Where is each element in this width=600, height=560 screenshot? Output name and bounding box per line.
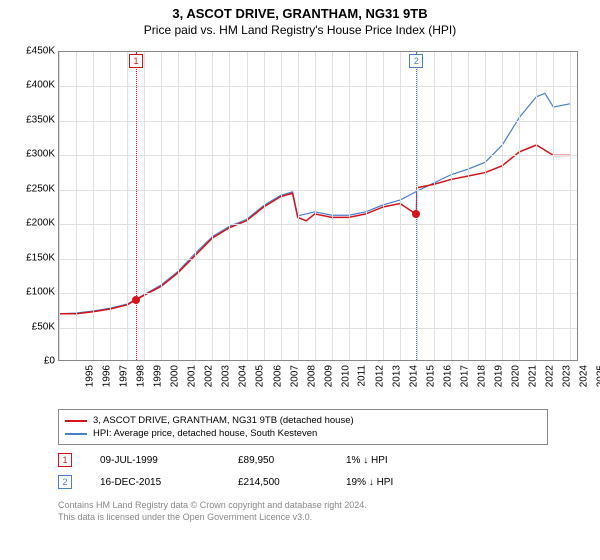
marker-line-2 [416,52,417,360]
y-axis-label: £300K [26,149,55,160]
sale-price: £89,950 [238,455,318,466]
y-axis-label: £200K [26,218,55,229]
legend-row: HPI: Average price, detached house, Sout… [65,427,541,440]
x-axis-label: 2008 [306,365,317,387]
x-axis-label: 2003 [221,365,232,387]
x-axis-label: 2021 [528,365,539,387]
x-axis-label: 2020 [510,365,521,387]
sale-diff: 1% ↓ HPI [346,455,446,466]
x-axis-label: 2015 [425,365,436,387]
y-axis-label: £250K [26,183,55,194]
x-axis-label: 1996 [101,365,112,387]
x-axis-label: 2005 [255,365,266,387]
x-axis-label: 2022 [545,365,556,387]
legend-swatch [65,420,87,422]
sale-badge: 2 [58,475,72,489]
y-axis-label: £400K [26,80,55,91]
sale-price: £214,500 [238,477,318,488]
marker-line-1 [136,52,137,360]
x-axis-label: 2000 [169,365,180,387]
legend-label: 3, ASCOT DRIVE, GRANTHAM, NG31 9TB (deta… [93,415,354,426]
chart-container: 3, ASCOT DRIVE, GRANTHAM, NG31 9TB Price… [0,0,600,560]
legend-row: 3, ASCOT DRIVE, GRANTHAM, NG31 9TB (deta… [65,414,541,427]
sale-row: 1 09-JUL-1999 £89,950 1% ↓ HPI [58,453,600,467]
y-axis-label: £0 [44,356,55,367]
x-axis-label: 2009 [323,365,334,387]
x-axis-label: 2017 [459,365,470,387]
sale-dot-1 [132,296,140,304]
sale-dot-2 [412,210,420,218]
x-axis-label: 2019 [493,365,504,387]
y-axis-label: £450K [26,46,55,57]
y-axis-label: £100K [26,287,55,298]
x-axis-label: 1997 [118,365,129,387]
chart-area: 12 £0£50K£100K£150K£200K£250K£300K£350K£… [18,43,588,403]
x-axis-label: 2002 [204,365,215,387]
x-axis-label: 1998 [135,365,146,387]
footer-line1: Contains HM Land Registry data © Crown c… [58,499,600,511]
x-axis-label: 2023 [562,365,573,387]
footer-line2: This data is licensed under the Open Gov… [58,511,600,523]
chart-title-address: 3, ASCOT DRIVE, GRANTHAM, NG31 9TB [0,0,600,21]
x-axis-label: 1995 [84,365,95,387]
chart-subtitle: Price paid vs. HM Land Registry's House … [0,21,600,43]
legend-label: HPI: Average price, detached house, Sout… [93,428,317,439]
x-axis-label: 2011 [356,365,367,387]
marker-badge-1: 1 [129,54,143,68]
x-axis-label: 2004 [238,365,249,387]
sale-row: 2 16-DEC-2015 £214,500 19% ↓ HPI [58,475,600,489]
sale-badge: 1 [58,453,72,467]
marker-badge-2: 2 [409,54,423,68]
sale-date: 16-DEC-2015 [100,477,210,488]
sale-date: 09-JUL-1999 [100,455,210,466]
footer-attribution: Contains HM Land Registry data © Crown c… [58,499,600,523]
y-axis-label: £150K [26,252,55,263]
x-axis-label: 2013 [391,365,402,387]
y-axis-label: £350K [26,114,55,125]
x-axis-label: 1999 [152,365,163,387]
x-axis-label: 2006 [272,365,283,387]
x-axis-label: 2024 [579,365,590,387]
sale-diff: 19% ↓ HPI [346,477,446,488]
legend: 3, ASCOT DRIVE, GRANTHAM, NG31 9TB (deta… [58,409,548,445]
plot-area: 12 [58,51,578,361]
x-axis-label: 2010 [340,365,351,387]
legend-swatch [65,433,87,435]
x-axis-label: 2012 [374,365,385,387]
x-axis-label: 2014 [408,365,419,387]
x-axis-label: 2007 [289,365,300,387]
x-axis-label: 2018 [476,365,487,387]
x-axis-label: 2025 [596,365,600,387]
x-axis-label: 2016 [442,365,453,387]
x-axis-label: 2001 [187,365,198,387]
sales-table: 1 09-JUL-1999 £89,950 1% ↓ HPI 2 16-DEC-2015 £… [0,453,600,489]
y-axis-label: £50K [32,321,55,332]
